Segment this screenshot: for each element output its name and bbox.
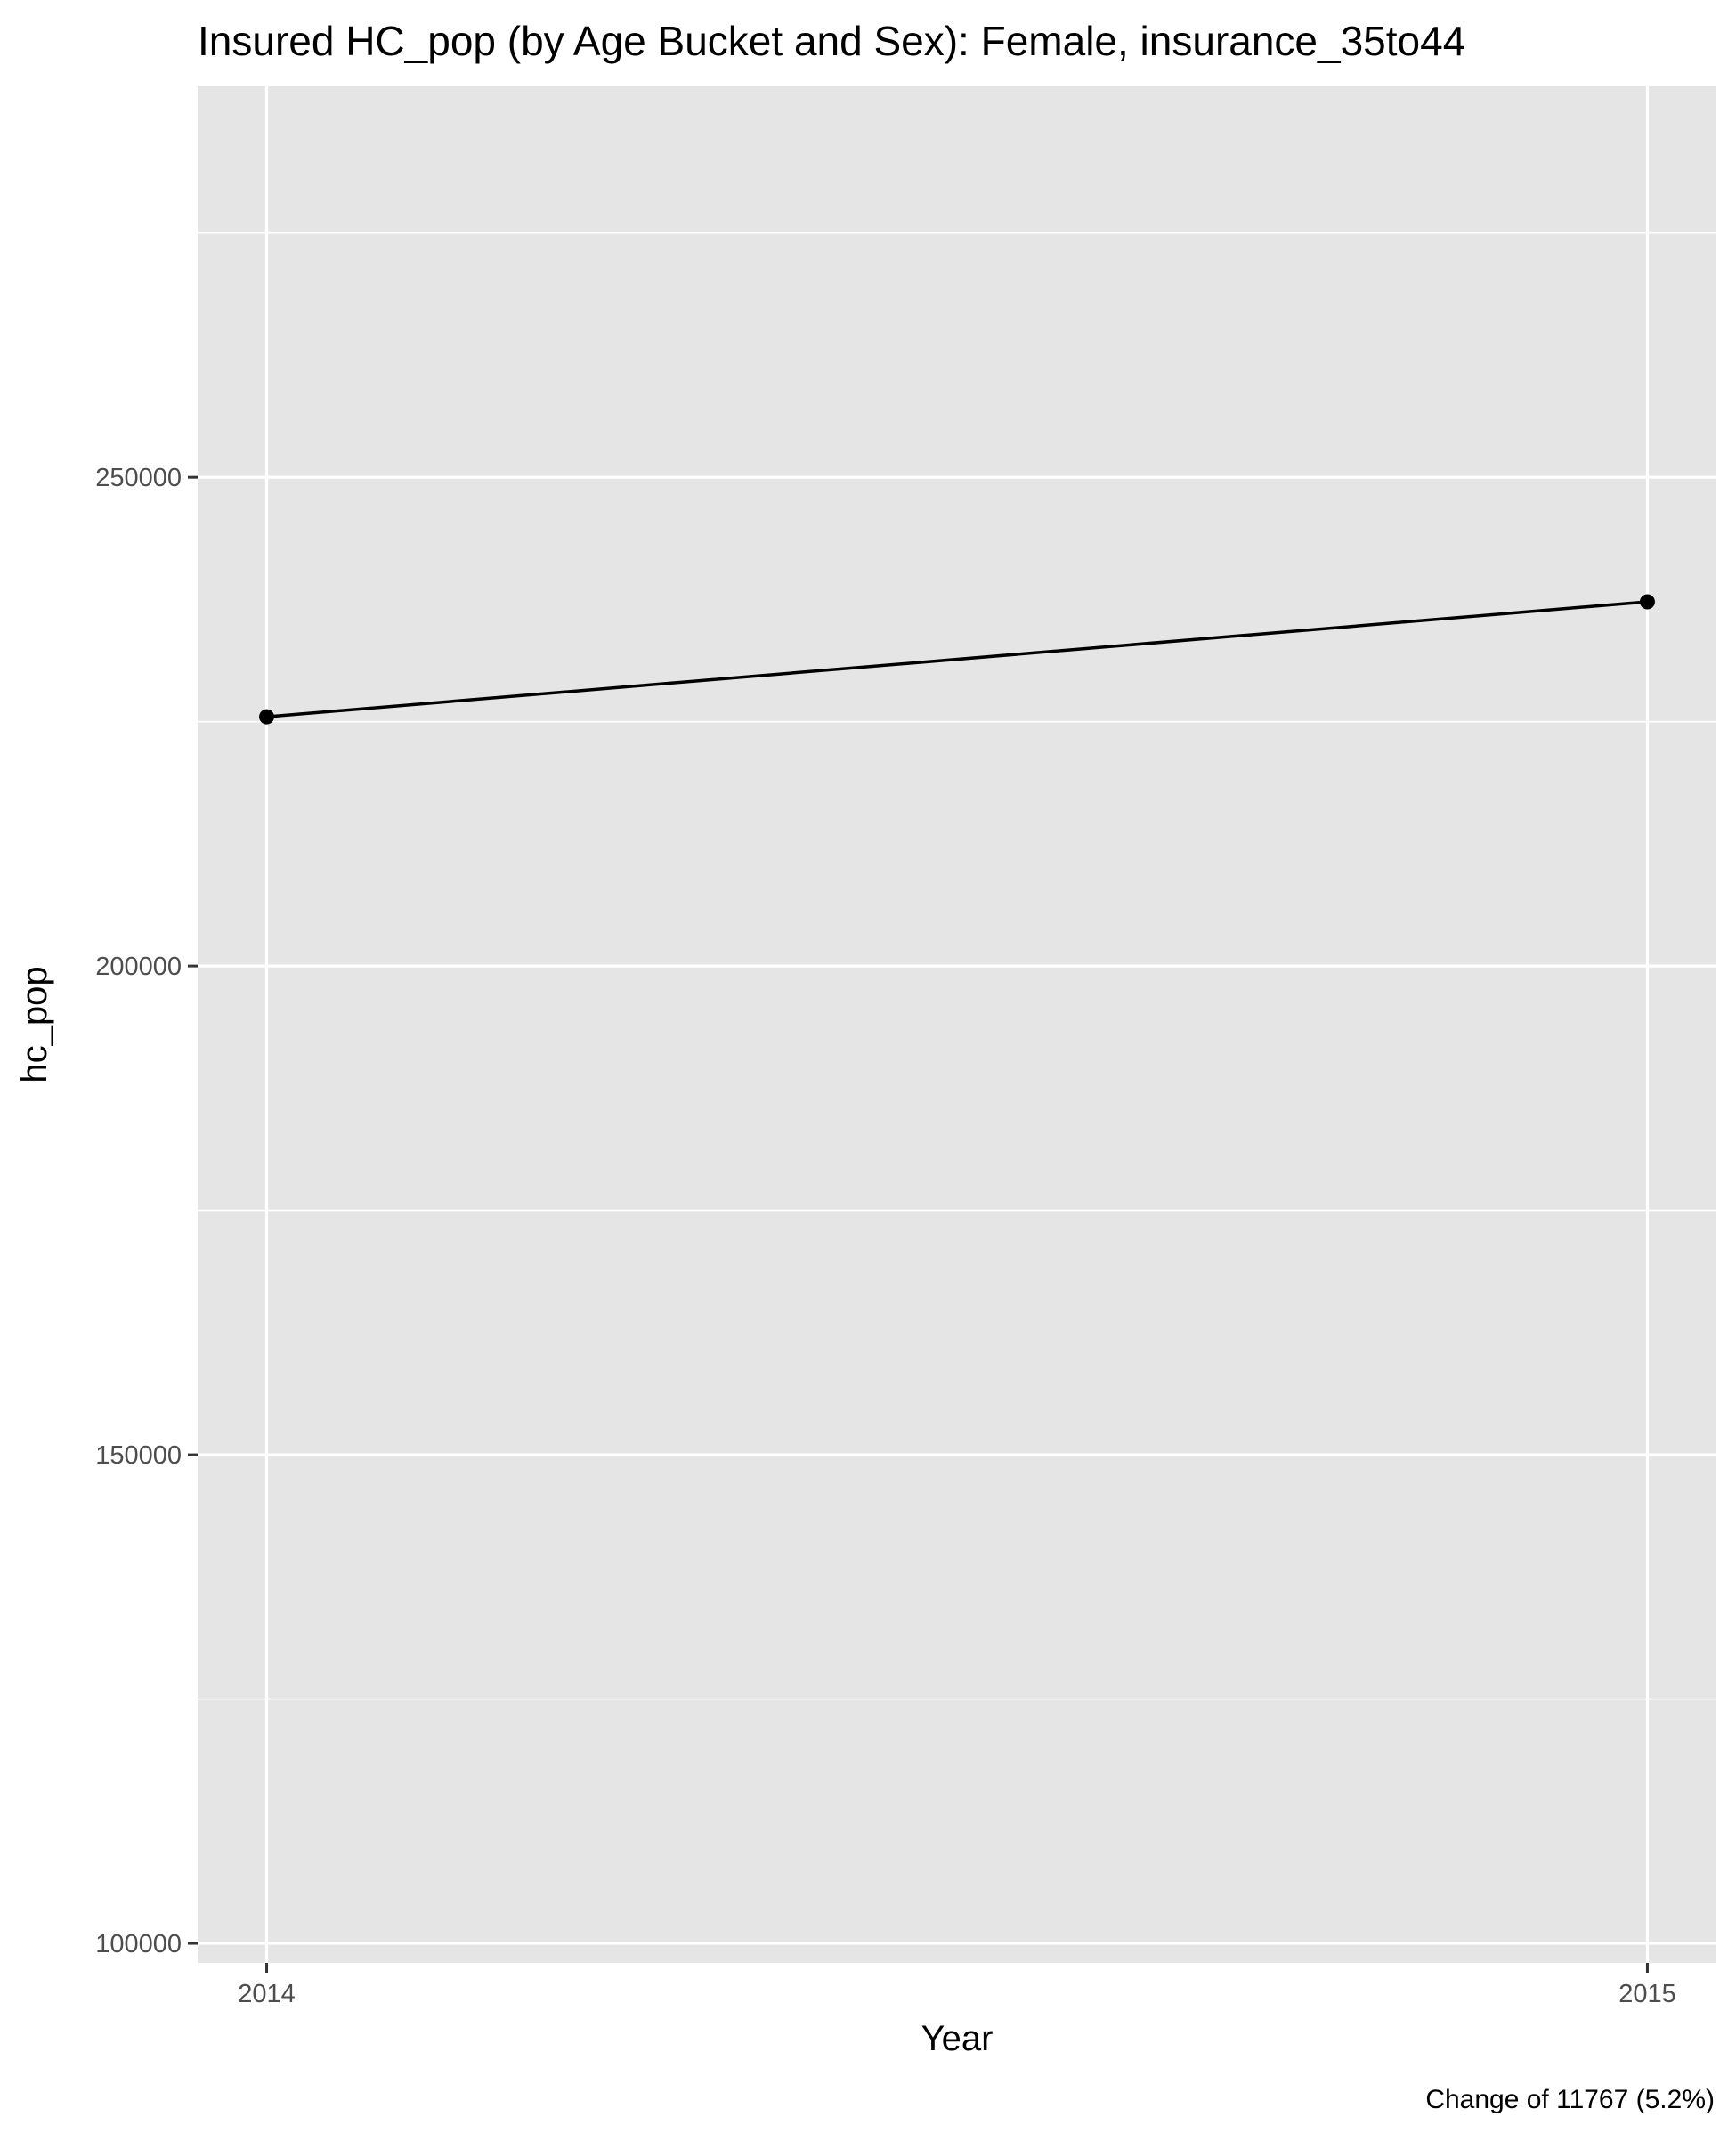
plot-panel (198, 86, 1716, 1963)
series-line (266, 600, 1648, 718)
y-tick-label: 200000 (95, 953, 182, 981)
series-lines (266, 600, 1648, 718)
major-gridlines (198, 86, 1716, 1963)
series-points (259, 594, 1655, 725)
y-axis: 100000 150000 200000 250000 (95, 464, 198, 1959)
minor-gridlines (198, 231, 1716, 1700)
x-axis: 2014 2015 (238, 1963, 1676, 2008)
y-tick-label: 100000 (95, 1930, 182, 1959)
x-tick-label: 2014 (238, 1980, 296, 2008)
y-axis-title: hc_pop (15, 966, 54, 1083)
x-axis-title: Year (921, 2019, 994, 2058)
chart-title: Insured HC_pop (by Age Bucket and Sex): … (198, 18, 1465, 64)
x-tick-label: 2015 (1618, 1980, 1676, 2008)
chart-caption: Change of 11767 (5.2%) (1425, 2085, 1715, 2114)
data-point (259, 709, 275, 725)
data-point (1639, 594, 1655, 610)
y-tick-label: 150000 (95, 1441, 182, 1470)
y-tick-label: 250000 (95, 464, 182, 492)
